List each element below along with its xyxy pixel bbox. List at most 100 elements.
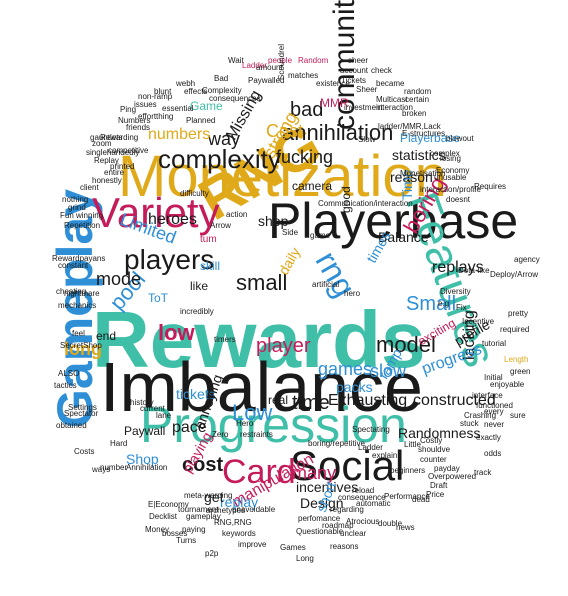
cloud-word: time [292, 392, 330, 414]
cloud-word: Price [426, 490, 445, 499]
cloud-word: gameplay [186, 512, 221, 521]
cloud-word: Side [282, 228, 299, 237]
cloud-word: enjoyable [490, 380, 525, 389]
cloud-word: numbers [148, 126, 211, 143]
cloud-word: check [371, 66, 392, 75]
cloud-word: Length [504, 355, 529, 364]
cloud-word: many [292, 463, 337, 483]
cloud-word: improve [238, 540, 267, 549]
cloud-word: became [376, 79, 405, 88]
cloud-word: hero [344, 289, 361, 298]
cloud-word: slow [370, 361, 407, 381]
cloud-word: exactly [476, 433, 501, 442]
cloud-word: SecretShop [60, 341, 102, 350]
cloud-word: reason [390, 169, 433, 185]
cloud-word: difficulty [180, 189, 209, 198]
cloud-word: stuck [460, 419, 479, 428]
cloud-word: gauntlets [90, 133, 123, 142]
cloud-word: beginners [390, 466, 426, 475]
cloud-word: Overpowered [428, 472, 477, 481]
cloud-word: printed [110, 162, 135, 171]
cloud-word: webh [176, 79, 196, 88]
cloud-word: losing [440, 154, 461, 163]
cloud-word: meta-warping [184, 491, 233, 500]
cloud-word: Incentive [462, 317, 495, 326]
cloud-word: roadmap [322, 521, 354, 530]
cloud-word: Monetization [118, 144, 447, 209]
cloud-word: random [404, 87, 432, 96]
cloud-word: odds [484, 449, 502, 458]
cloud-word: regarding [330, 505, 364, 514]
cloud-word: Ping [120, 105, 137, 114]
cloud-word: Bad [214, 74, 229, 83]
cloud-word: tournament [178, 505, 219, 514]
cloud-word: tutorial [482, 339, 507, 348]
cloud-word: obtained [56, 421, 87, 430]
cloud-word: account [340, 66, 369, 75]
cloud-word: tum [200, 234, 217, 245]
cloud-word: Games [280, 543, 306, 552]
cloud-word: Money [145, 525, 170, 534]
cloud-word: cost [182, 454, 224, 476]
cloud-word: small [236, 270, 288, 295]
cloud-word: nightmare [64, 289, 100, 298]
cloud-word: Balance [378, 229, 429, 245]
cloud-word: news [396, 523, 415, 532]
cloud-word: Annihilation [126, 463, 168, 472]
cloud-word: Initial [484, 373, 503, 382]
cloud-word: reasons [330, 542, 359, 551]
cloud-word: Ladder [358, 443, 383, 452]
cloud-word: track [474, 468, 492, 477]
cloud-word: packs [336, 379, 373, 395]
cloud-word: Low [232, 400, 273, 425]
cloud-word: required [500, 325, 530, 334]
cloud-word: Card [222, 453, 296, 491]
cloud-word: client [80, 183, 99, 192]
cloud-word: games [318, 359, 373, 379]
cloud-word: Dota-like [458, 266, 490, 275]
cloud-word: Crashing [464, 411, 497, 420]
cloud-word: Economy [436, 166, 470, 175]
cloud-word: constructed [413, 392, 496, 409]
cloud-word: real [268, 393, 289, 407]
cloud-word: Rewardpayans [52, 254, 106, 263]
cloud-word: p2p [205, 549, 219, 558]
cloud-word: unusable [434, 173, 467, 182]
cloud-word: consequences [209, 94, 261, 103]
cloud-word: Small [406, 293, 457, 315]
cloud-word: Wait [228, 56, 244, 65]
cloud-word: Decklist [149, 512, 178, 521]
cloud-word: archetypes [206, 506, 246, 515]
cloud-word: cheating [56, 287, 87, 296]
cloud-word: Game [190, 99, 223, 113]
cloud-word: constant [58, 261, 89, 270]
cloud-word: Requires [474, 182, 507, 191]
cloud-word: certain [405, 95, 430, 104]
cloud-word: Performance [384, 492, 430, 501]
cloud-word: counter [420, 455, 447, 464]
cloud-word: issues [134, 100, 157, 109]
cloud-word: sure [510, 411, 526, 420]
cloud-word: consequence [338, 493, 386, 502]
cloud-word: complexity [158, 144, 281, 174]
cloud-word: Zero [212, 430, 229, 439]
cloud-word: artificial [312, 280, 340, 289]
cloud-word: Slow [358, 135, 376, 144]
cloud-word: Replay [94, 156, 119, 165]
cloud-word: tickets [176, 386, 216, 402]
cloud-word: Numbers [118, 116, 151, 125]
cloud-word: Exhausting [328, 392, 408, 409]
cloud-word: singlehandedly [86, 148, 140, 157]
cloud-word: fucking [276, 147, 334, 167]
cloud-word: Turns [176, 536, 197, 545]
cloud-word: way [208, 129, 241, 149]
cloud-word: Draft [430, 481, 448, 490]
cloud-word: functioned [476, 401, 513, 410]
cloud-word: Multicast [376, 95, 408, 104]
cloud-word: pretty [508, 309, 529, 318]
cloud-word: interface [472, 391, 503, 400]
cloud-word: current [140, 404, 165, 413]
cloud-word: Random [298, 56, 329, 65]
cloud-word: Rewarding [100, 133, 139, 142]
